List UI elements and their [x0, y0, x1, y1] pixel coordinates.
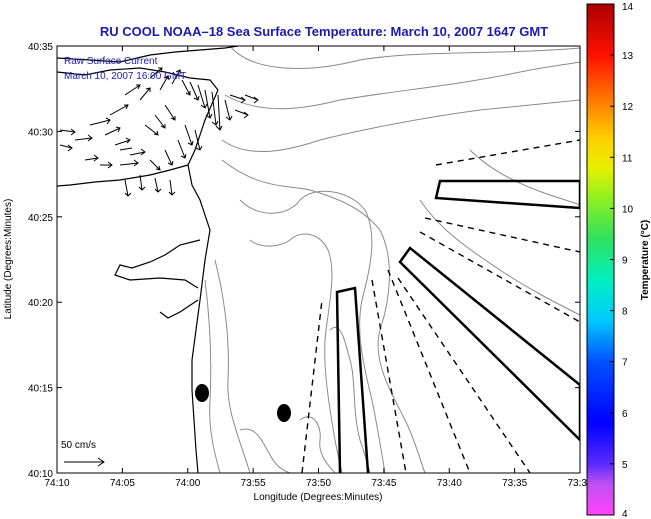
colorbar-tick-label: 9 — [622, 256, 628, 267]
y-tick-label: 40:15 — [28, 384, 53, 395]
scale-label: 50 cm/s — [61, 440, 96, 451]
x-tick-label: 73:50 — [306, 478, 331, 489]
x-axis-label: Longitude (Degrees:Minutes) — [254, 492, 383, 503]
colorbar-tick-label: 11 — [622, 153, 633, 164]
station-marker — [277, 404, 291, 422]
x-tick-label: 73:55 — [241, 478, 266, 489]
colorbar-tick-label: 14 — [622, 2, 634, 13]
colorbar-tick-label: 12 — [622, 102, 634, 113]
radar-sector-polygons — [335, 179, 580, 473]
surface-current-vectors — [59, 67, 259, 197]
x-tick-label: 73:35 — [502, 478, 527, 489]
plot-frame — [56, 45, 581, 474]
y-tick-label: 40:20 — [28, 298, 53, 309]
y-tick-label: 40:35 — [28, 42, 53, 53]
colorbar-tick-label: 6 — [622, 409, 628, 420]
x-tick-label: 73:40 — [437, 478, 462, 489]
colorbar-tick-label: 13 — [622, 51, 634, 62]
x-tick-label: 74:10 — [44, 478, 69, 489]
x-tick-label: 73:45 — [371, 478, 396, 489]
annotation-time: March 10, 2007 16:00 GMT — [64, 71, 186, 82]
y-axis-ticks: 40:10 40:15 40:20 40:25 40:30 40:35 — [28, 42, 580, 480]
coastline — [57, 46, 239, 473]
x-tick-label: 74:05 — [110, 478, 135, 489]
radar-dashed-lines — [301, 139, 580, 473]
colorbar-ticks: 4 5 6 7 8 9 10 11 12 13 14 — [610, 2, 634, 519]
colorbar-label: Temperature (°C) — [640, 220, 651, 301]
station-marker — [195, 384, 209, 402]
colorbar-tick-label: 5 — [622, 460, 628, 471]
annotation-title: Raw Surface Current — [64, 56, 158, 67]
y-tick-label: 40:25 — [28, 213, 53, 224]
colorbar-tick-label: 4 — [622, 509, 628, 519]
map-title: RU COOL NOAA–18 Sea Surface Temperature:… — [100, 24, 548, 39]
colorbar-tick-label: 8 — [622, 307, 628, 318]
scale-arrow — [64, 457, 105, 467]
colorbar-tick-label: 10 — [622, 204, 634, 215]
x-tick-label: 74:00 — [175, 478, 200, 489]
map-content — [57, 46, 580, 473]
y-axis-label: Latitude (Degrees:Minutes) — [3, 199, 14, 320]
x-tick-label: 73:30 — [567, 478, 592, 489]
x-axis-ticks: 74:10 74:05 74:00 73:55 73:50 73:45 73:40 73:35… — [44, 46, 593, 489]
y-tick-label: 40:10 — [28, 469, 53, 480]
y-tick-label: 40:30 — [28, 127, 53, 138]
colorbar — [586, 3, 615, 516]
colorbar-tick-label: 7 — [622, 358, 628, 369]
bathymetry-contours — [204, 46, 580, 473]
